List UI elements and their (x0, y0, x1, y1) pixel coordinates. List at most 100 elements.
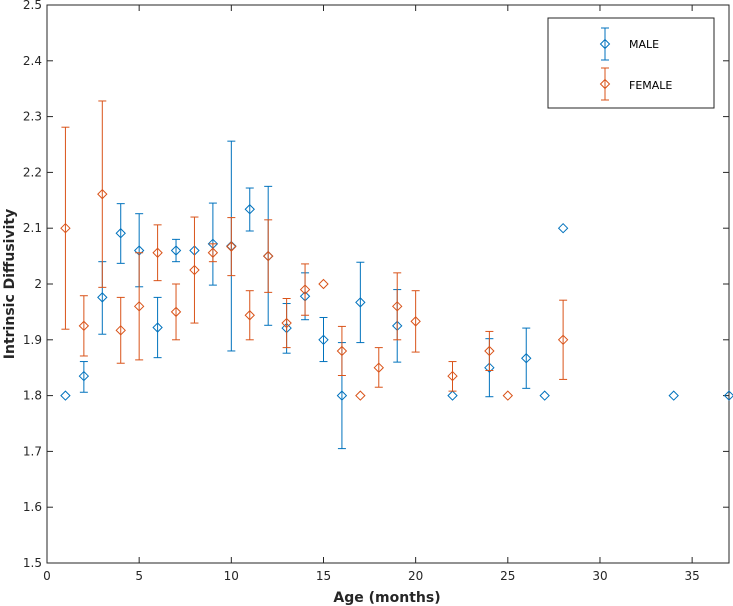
female-errorbar (264, 219, 273, 293)
legend-label-male: MALE (629, 38, 659, 51)
female-errorbar (448, 361, 457, 392)
legend-diamond (599, 38, 611, 50)
male-errorbar (79, 361, 88, 393)
x-tick-label: 20 (408, 569, 423, 583)
y-tick-label: 1.7 (23, 444, 42, 458)
y-tick-label: 2.2 (23, 165, 42, 179)
series-female (60, 100, 569, 401)
x-axis: 0 5 10 15 20 25 30 35 (43, 5, 700, 583)
female-point (207, 247, 219, 258)
male-errorbar (319, 316, 328, 363)
male-point (336, 390, 348, 401)
x-axis-label: Age (months) (333, 590, 440, 606)
male-point (668, 390, 679, 401)
female-errorbar (337, 325, 346, 377)
female-errorbar (282, 298, 291, 349)
y-tick-label: 2.1 (23, 221, 42, 235)
male-errorbar (245, 187, 254, 232)
female-errorbar (135, 252, 144, 361)
x-tick-label: 10 (224, 569, 239, 583)
legend-box (547, 17, 715, 109)
female-point (281, 317, 292, 329)
female-errorbar (393, 272, 402, 341)
female-errorbar (98, 100, 107, 288)
female-errorbar (79, 295, 88, 357)
legend-errorbar (601, 67, 609, 101)
y-tick-label: 2.3 (23, 110, 42, 124)
male-point (557, 222, 569, 234)
male-point (60, 390, 71, 401)
male-errorbar (356, 261, 365, 344)
male-errorbar (153, 296, 162, 359)
x-tick-label: 0 (43, 569, 51, 583)
female-errorbar (411, 290, 420, 353)
female-point (502, 390, 514, 401)
x-tick-label: 35 (684, 569, 699, 583)
y-tick-label: 1.6 (23, 500, 42, 514)
female-point (484, 345, 495, 357)
y-axis: 1.5 1.6 1.7 1.8 1.9 2 2.1 2.2 2.3 2.4 2.5 (23, 0, 729, 570)
female-point (373, 362, 384, 373)
female-errorbar (116, 296, 125, 364)
male-point (447, 390, 458, 401)
female-errorbar (374, 347, 383, 388)
x-tick-label: 25 (500, 569, 515, 583)
male-point (539, 390, 550, 401)
male-point (521, 353, 532, 364)
female-point (78, 320, 90, 332)
series-layer (60, 100, 733, 450)
male-point (244, 204, 255, 215)
female-errorbar (190, 216, 199, 324)
female-point (244, 310, 255, 321)
male-errorbar (116, 203, 125, 264)
x-tick-label: 30 (592, 569, 607, 583)
female-errorbar (153, 224, 162, 282)
female-point (152, 247, 163, 258)
male-point (355, 297, 366, 308)
female-point (226, 241, 237, 252)
male-errorbar (172, 238, 181, 263)
female-point (115, 325, 126, 336)
legend-entry-male: MALE (599, 27, 659, 61)
y-tick-label: 1.9 (23, 333, 42, 347)
male-point (115, 228, 126, 239)
female-errorbar (208, 243, 217, 263)
female-errorbar (172, 283, 181, 341)
female-point (557, 334, 569, 346)
female-errorbar (559, 299, 568, 380)
female-point (133, 301, 145, 312)
x-tick-label: 5 (135, 569, 143, 583)
male-point (97, 292, 108, 303)
legend-entry-female: FEMALE (599, 67, 672, 101)
male-point (723, 390, 733, 401)
female-errorbar (301, 263, 310, 316)
female-point (189, 264, 200, 276)
female-point (392, 301, 403, 312)
legend-marker-female (599, 67, 611, 101)
legend-diamond (599, 78, 611, 90)
male-point (170, 245, 182, 256)
male-point (318, 334, 329, 346)
legend-errorbar (601, 27, 609, 61)
female-point (318, 278, 329, 290)
female-point (262, 250, 274, 262)
female-point (60, 222, 71, 234)
y-tick-label: 1.8 (23, 389, 42, 403)
y-tick-label: 2 (34, 277, 42, 291)
female-point (410, 316, 421, 327)
female-point (299, 284, 311, 295)
y-tick-label: 1.5 (23, 556, 42, 570)
legend: MALE FEMALE (547, 17, 715, 109)
y-tick-label: 2.4 (23, 54, 42, 68)
female-errorbar (227, 217, 236, 277)
female-point (336, 345, 348, 357)
male-point (78, 370, 90, 382)
female-errorbar (61, 126, 70, 330)
female-errorbar (245, 290, 254, 341)
female-point (97, 188, 108, 200)
female-errorbar (485, 330, 494, 371)
female-point (170, 306, 182, 318)
female-point (355, 390, 366, 401)
y-tick-label: 2.5 (23, 0, 42, 12)
